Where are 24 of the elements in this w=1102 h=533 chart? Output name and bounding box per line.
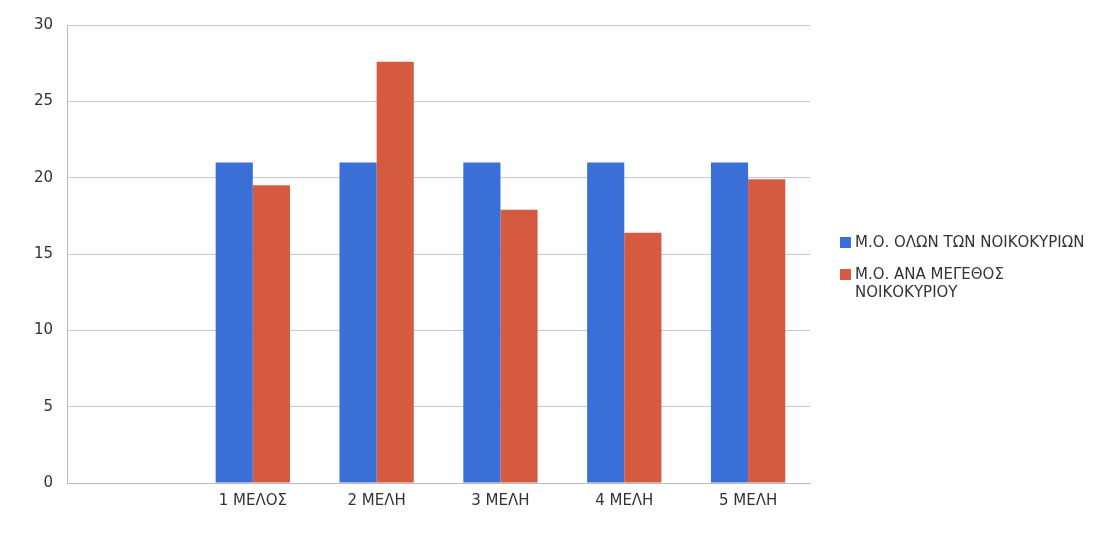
x-tick-label: 3 ΜΕΛΗ — [471, 490, 530, 509]
bar — [463, 162, 501, 483]
x-tick-label: 1 ΜΕΛΟΣ — [218, 490, 287, 509]
y-tick-label: 20 — [33, 167, 54, 186]
y-tick-label: 5 — [43, 396, 54, 415]
legend-label: Μ.Ο. ΑΝΑ ΜΕΓΕΘΟΣ ΝΟΙΚΟΚΥΡΙΟΥ — [855, 264, 1005, 301]
y-tick-label: 0 — [43, 472, 54, 491]
x-tick-label: 4 ΜΕΛΗ — [595, 490, 654, 509]
y-tick-label: 30 — [33, 14, 54, 33]
y-tick-label: 10 — [33, 320, 54, 339]
bar — [339, 162, 377, 483]
bar — [587, 162, 625, 483]
bar — [215, 162, 253, 483]
bar — [710, 162, 749, 483]
x-tick-label: 5 ΜΕΛΗ — [718, 490, 778, 509]
bar — [252, 185, 290, 483]
bar — [748, 179, 786, 483]
legend-label: Μ.Ο. ΟΛΩΝ ΤΩΝ ΝΟΙΚΟΚΥΡΙΩΝ — [855, 232, 1085, 251]
bar — [624, 232, 662, 483]
y-tick-label: 15 — [33, 243, 54, 262]
y-tick-label: 25 — [33, 91, 54, 110]
x-tick-label: 2 ΜΕΛΗ — [347, 490, 406, 509]
bar — [500, 209, 538, 483]
bar — [376, 61, 414, 483]
